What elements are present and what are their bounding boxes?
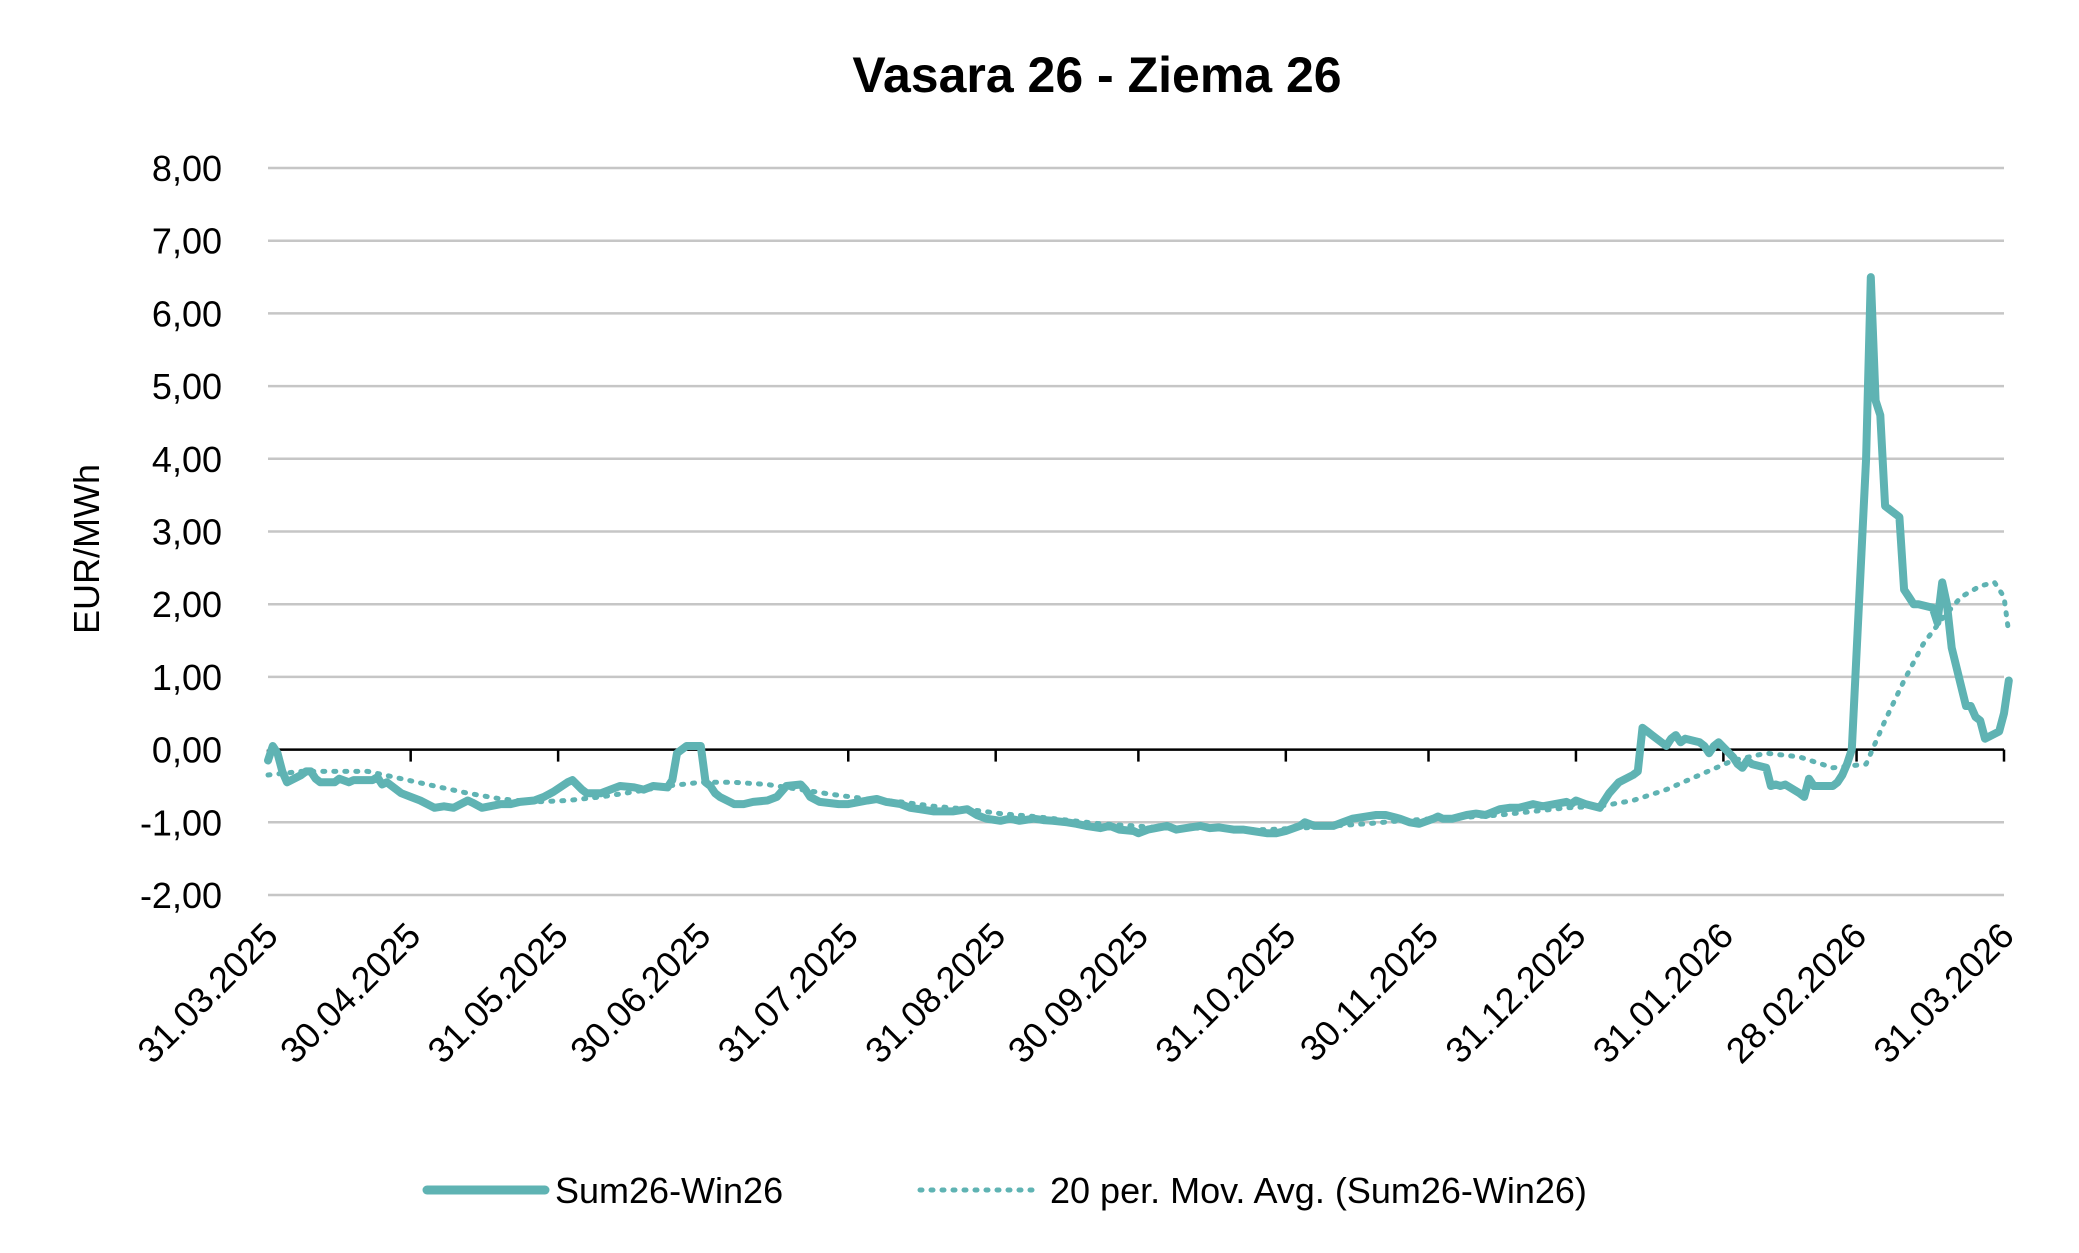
series-lines [264, 273, 2013, 838]
y-tick-label: 2,00 [152, 584, 222, 625]
x-tick-label: 31.03.2026 [1865, 915, 2021, 1071]
x-axis-ticks: 31.03.202530.04.202531.05.202530.06.2025… [129, 915, 2021, 1071]
x-tick-label: 30.11.2025 [1292, 915, 1447, 1070]
y-tick-label: 4,00 [152, 439, 222, 480]
y-tick-label: -1,00 [140, 802, 222, 843]
x-tick-label: 31.01.2026 [1585, 915, 1741, 1071]
x-tick-label: 31.03.2025 [129, 915, 285, 1071]
legend: Sum26-Win26 20 per. Mov. Avg. (Sum26-Win… [422, 1170, 1587, 1211]
y-tick-label: 0,00 [152, 730, 222, 771]
y-axis-ticks: -2,00 -1,00 0,00 1,00 2,00 3,00 4,00 5,00 6,00 7,… [140, 148, 222, 916]
y-axis-label: EUR/MWh [66, 464, 107, 634]
x-tick-label: 31.10.2025 [1147, 915, 1303, 1071]
x-tick-label: 30.04.2025 [272, 915, 428, 1071]
y-tick-label: -2,00 [140, 875, 222, 916]
legend-label-moving-average: 20 per. Mov. Avg. (Sum26-Win26) [1050, 1170, 1587, 1211]
x-tick-label: 31.07.2025 [710, 915, 866, 1071]
series-line-sum26-win26 [264, 273, 2013, 838]
y-tick-label: 7,00 [152, 221, 222, 262]
x-tick-label: 30.09.2025 [1000, 915, 1156, 1071]
y-tick-label: 3,00 [152, 512, 222, 553]
gridlines [268, 166, 2004, 897]
y-tick-label: 1,00 [152, 657, 222, 698]
series-line-moving-average [265, 579, 2012, 833]
y-tick-label: 8,00 [152, 148, 222, 189]
x-tick-label: 31.05.2025 [419, 915, 575, 1071]
x-tick-label: 30.06.2025 [562, 915, 718, 1071]
legend-label-sum26-win26: Sum26-Win26 [555, 1170, 783, 1211]
x-tick-label: 31.12.2025 [1437, 915, 1593, 1071]
y-tick-label: 6,00 [152, 293, 222, 334]
x-tick-label: 31.08.2025 [857, 915, 1013, 1071]
chart-title: Vasara 26 - Ziema 26 [852, 47, 1341, 103]
y-tick-label: 5,00 [152, 366, 222, 407]
x-tick-label: 28.02.2026 [1718, 915, 1874, 1071]
